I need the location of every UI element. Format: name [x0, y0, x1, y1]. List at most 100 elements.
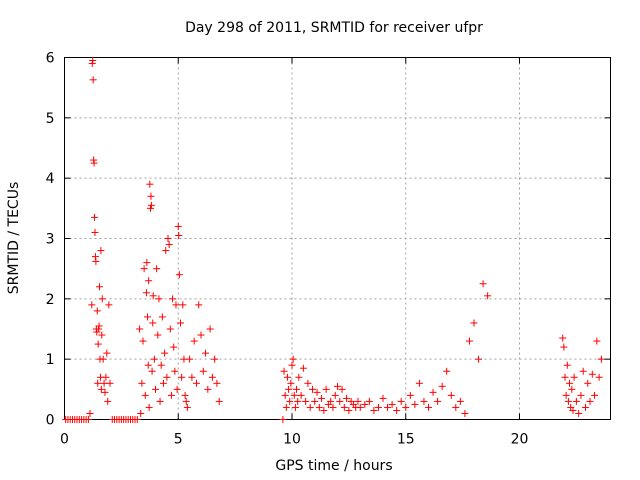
data-point [291, 403, 299, 411]
data-point [315, 403, 323, 411]
data-point [165, 241, 173, 249]
data-point [162, 247, 170, 255]
data-point [560, 343, 568, 351]
data-point [308, 385, 316, 393]
data-point [195, 301, 203, 309]
data-point [140, 265, 148, 273]
data-point [179, 301, 187, 309]
data-point [98, 295, 106, 303]
data-point [103, 349, 111, 357]
data-point [91, 228, 99, 236]
data-point [579, 367, 587, 375]
data-point [156, 397, 164, 405]
data-point [163, 373, 171, 381]
data-point [146, 180, 154, 188]
data-point [586, 397, 594, 405]
data-point [104, 397, 112, 405]
y-tick-label: 4 [46, 171, 55, 187]
data-point [181, 391, 189, 399]
data-point [106, 379, 114, 387]
data-point [361, 400, 369, 408]
data-point [559, 334, 567, 342]
axis-ticks [64, 57, 611, 420]
data-point [322, 385, 330, 393]
data-point [149, 319, 157, 327]
y-tick-label: 6 [46, 51, 55, 67]
data-point [141, 391, 149, 399]
data-point [173, 385, 181, 393]
data-point [199, 367, 207, 375]
data-point [294, 397, 302, 405]
data-point [356, 403, 364, 411]
data-point [96, 283, 104, 291]
data-point [429, 388, 437, 396]
data-point [569, 406, 577, 414]
data-point [570, 373, 578, 381]
data-point [177, 319, 185, 327]
data-point [149, 292, 157, 300]
data-point [136, 325, 144, 333]
data-point [133, 416, 141, 423]
data-point [98, 331, 106, 339]
data-point [93, 328, 101, 336]
x-tick-label: 5 [174, 432, 183, 448]
data-point [154, 331, 162, 339]
x-axis-label: GPS time / hours [275, 458, 392, 474]
data-point [306, 403, 314, 411]
data-point [591, 391, 599, 399]
data-point [393, 406, 401, 414]
data-point [161, 349, 169, 357]
data-point [170, 343, 178, 351]
data-point [159, 379, 167, 387]
data-point [202, 349, 210, 357]
data-point [175, 271, 183, 279]
data-point [211, 355, 219, 363]
data-point [379, 394, 387, 402]
data-point [475, 355, 483, 363]
data-point [97, 385, 105, 393]
data-point [566, 379, 574, 387]
data-point [285, 385, 293, 393]
x-tick-label: 10 [283, 432, 301, 448]
data-point [461, 409, 469, 417]
data-point [311, 397, 319, 405]
data-point [452, 403, 460, 411]
data-point [343, 394, 351, 402]
data-point [190, 337, 198, 345]
data-point [288, 361, 296, 369]
data-point [144, 313, 152, 321]
data-point [146, 204, 154, 212]
data-point [327, 397, 335, 405]
data-point [290, 391, 298, 399]
data-point [465, 337, 473, 345]
data-point [100, 379, 108, 387]
data-point [293, 385, 301, 393]
data-point [144, 361, 152, 369]
data-point [354, 397, 362, 405]
data-point [94, 379, 102, 387]
data-point [479, 280, 487, 288]
data-point [84, 416, 92, 423]
data-point [91, 213, 99, 221]
data-point [370, 406, 378, 414]
data-point [157, 361, 165, 369]
data-point [90, 159, 98, 167]
data-point [384, 403, 392, 411]
data-point [420, 397, 428, 405]
data-point [297, 391, 305, 399]
y-tick-label: 3 [46, 232, 55, 248]
data-point [178, 373, 186, 381]
data-point [192, 379, 200, 387]
data-point [197, 331, 205, 339]
data-point [95, 322, 103, 330]
data-point [152, 385, 159, 393]
data-points [62, 57, 605, 423]
data-point [147, 201, 155, 209]
data-point [279, 416, 287, 423]
data-point [142, 289, 150, 297]
data-point [577, 391, 585, 399]
data-point [175, 231, 183, 239]
data-point [171, 367, 179, 375]
